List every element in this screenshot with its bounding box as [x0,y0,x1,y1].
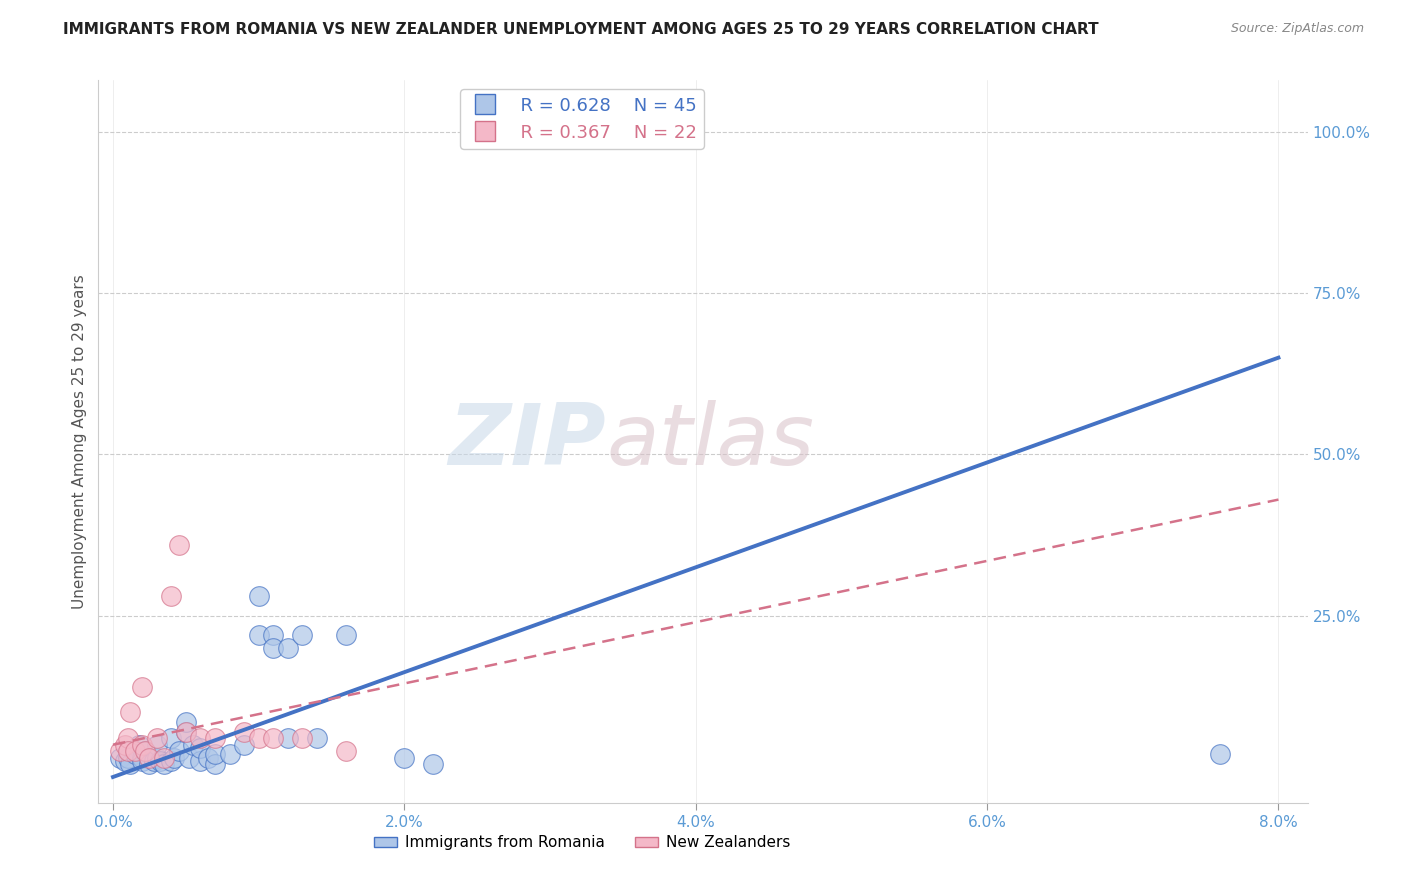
Point [218,747,240,762]
Point [247,731,270,746]
Point [291,731,314,746]
Point [114,754,136,768]
Point [142,754,165,768]
Point [262,640,284,655]
Point [145,750,167,764]
Point [394,750,416,764]
Point [120,757,142,772]
Point [138,757,160,772]
Point [134,744,156,758]
Point [247,628,270,642]
Point [204,747,226,762]
Point [190,731,212,746]
Point [117,744,139,758]
Point [174,724,197,739]
Y-axis label: Unemployment Among Ages 25 to 29 years: Unemployment Among Ages 25 to 29 years [72,274,87,609]
Point [117,750,139,764]
Point [262,731,284,746]
Point [1209,747,1232,762]
Point [197,750,219,764]
Point [262,628,284,642]
Point [131,738,153,752]
Point [153,750,176,764]
Point [138,750,160,764]
Point [277,731,299,746]
Point [335,744,357,758]
Point [277,640,299,655]
Text: IMMIGRANTS FROM ROMANIA VS NEW ZEALANDER UNEMPLOYMENT AMONG AGES 25 TO 29 YEARS : IMMIGRANTS FROM ROMANIA VS NEW ZEALANDER… [63,22,1099,37]
Point [153,757,176,772]
Point [291,628,314,642]
Point [117,744,139,758]
Point [149,754,172,768]
Point [124,747,146,762]
Point [128,738,150,752]
Point [190,741,212,756]
Point [305,731,328,746]
Point [131,750,153,764]
Point [167,744,190,758]
Point [160,590,183,604]
Point [134,744,156,758]
Point [190,754,212,768]
Point [422,757,444,772]
Point [509,125,531,139]
Point [167,538,190,552]
Point [174,724,197,739]
Point [120,706,142,720]
Point [124,744,146,758]
Text: Source: ZipAtlas.com: Source: ZipAtlas.com [1230,22,1364,36]
Text: atlas: atlas [606,400,814,483]
Point [233,738,256,752]
Point [131,680,153,694]
Point [145,731,167,746]
Point [114,738,136,752]
Point [174,715,197,730]
Legend: Immigrants from Romania, New Zealanders: Immigrants from Romania, New Zealanders [368,830,796,856]
Point [598,125,620,139]
Text: ZIP: ZIP [449,400,606,483]
Point [204,731,226,746]
Point [160,754,183,768]
Point [117,731,139,746]
Point [177,750,200,764]
Point [110,744,132,758]
Point [335,628,357,642]
Point [160,731,183,746]
Point [110,750,132,764]
Point [145,738,167,752]
Point [163,750,186,764]
Point [204,757,226,772]
Point [247,590,270,604]
Point [233,724,256,739]
Point [181,738,204,752]
Point [131,754,153,768]
